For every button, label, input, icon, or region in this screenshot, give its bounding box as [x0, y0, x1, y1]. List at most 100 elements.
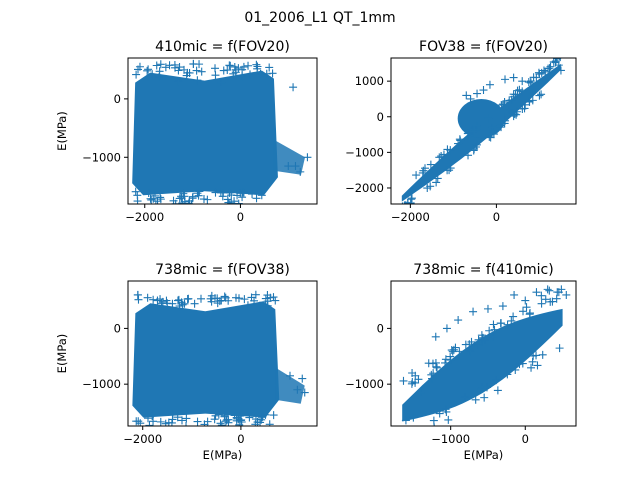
scatter-point: [439, 150, 448, 159]
scatter-point: [490, 325, 499, 334]
outlier-point: [175, 302, 184, 311]
x-axis-label: E(MPa): [464, 448, 504, 462]
scatter-point: [211, 64, 220, 73]
scatter-point: [147, 195, 156, 204]
scatter-point: [488, 333, 497, 342]
scatter-point: [156, 417, 165, 426]
scatter-point: [509, 92, 518, 101]
subplot-title: FOV38 = f(FOV20): [419, 39, 548, 55]
scatter-point: [404, 439, 412, 447]
scatter-point: [408, 369, 417, 378]
scatter-point: [406, 432, 414, 440]
scatter-point: [148, 411, 157, 420]
scatter-point: [193, 189, 202, 198]
scatter-point: [144, 65, 153, 74]
scatter-point: [219, 66, 228, 75]
subplot-title: 738mic = f(410mic): [413, 262, 553, 278]
scatter-point: [409, 426, 417, 434]
scatter-point: [220, 412, 229, 421]
outlier-point: [518, 77, 527, 86]
scatter-point: [432, 363, 441, 372]
scatter-point: [492, 376, 501, 385]
scatter-point: [269, 411, 278, 420]
scatter-point: [518, 359, 527, 368]
scatter-points: [132, 290, 309, 426]
scatter-point: [485, 326, 494, 335]
outlier-point: [135, 62, 144, 71]
scatter-point: [184, 199, 193, 204]
scatter-points: [401, 58, 565, 204]
scatter-point: [148, 70, 157, 79]
scatter-point: [211, 71, 220, 80]
scatter-point: [435, 153, 444, 162]
scatter-point: [461, 340, 470, 349]
subplot-title: 738mic = f(FOV38): [155, 262, 290, 278]
outlier-point: [291, 162, 300, 171]
scatter-point: [468, 125, 477, 134]
scatter-point: [253, 64, 262, 73]
scatter-point: [247, 293, 256, 302]
scatter-point: [464, 129, 473, 138]
point-cloud-tail: [275, 367, 305, 404]
scatter-point: [480, 393, 489, 402]
scatter-point: [515, 360, 524, 369]
scatter-point: [203, 195, 212, 204]
outlier-point: [488, 123, 497, 132]
outlier-point: [532, 288, 541, 297]
axes-frame: [127, 280, 318, 427]
y-axis-label: E(MPa): [55, 111, 69, 151]
outlier-point: [188, 194, 197, 203]
scatter-point: [477, 385, 486, 394]
scatter-point: [168, 415, 177, 424]
scatter-point: [426, 160, 435, 169]
scatter-point: [489, 320, 498, 329]
y-tick-label: 0: [377, 321, 384, 335]
y-tick-label: 1000: [355, 74, 384, 88]
scatter-point: [144, 414, 153, 423]
scatter-point: [182, 414, 191, 423]
scatter-point: [460, 393, 469, 402]
scatter-point: [407, 194, 416, 203]
scatter-point: [497, 123, 506, 132]
outlier-point: [428, 374, 437, 383]
scatter-points: [131, 59, 312, 204]
scatter-point: [537, 90, 546, 99]
scatter-point: [206, 294, 215, 303]
scatter-point: [227, 191, 236, 200]
scatter-point: [192, 66, 201, 75]
scatter-point: [132, 70, 141, 79]
scatter-point: [211, 188, 220, 197]
scatter-point: [180, 65, 189, 74]
x-axis-label: E(MPa): [203, 448, 243, 462]
axes-frame: [390, 280, 577, 427]
outlier-point: [454, 316, 463, 325]
axes-frame: [127, 57, 318, 205]
outlier-point: [526, 78, 535, 87]
scatter-point: [509, 112, 518, 121]
outlier-point: [544, 64, 553, 73]
scatter-point: [220, 292, 229, 301]
scatter-point: [408, 428, 416, 436]
scatter-point: [190, 299, 199, 308]
scatter-point: [466, 347, 475, 356]
scatter-point: [446, 356, 455, 365]
scatter-point: [225, 200, 234, 204]
scatter-point: [227, 198, 236, 204]
scatter-point: [487, 129, 496, 138]
scatter-point: [173, 413, 182, 422]
scatter-point: [497, 319, 506, 328]
scatter-point: [474, 335, 483, 344]
outlier-point: [498, 302, 507, 311]
outlier-point: [510, 290, 519, 299]
scatter-point: [528, 357, 537, 366]
scatter-point: [472, 121, 481, 130]
y-axis-label: E(MPa): [55, 334, 69, 374]
scatter-point: [161, 63, 170, 72]
point-cloud-dense: [132, 301, 280, 418]
scatter-point: [408, 434, 416, 442]
outlier-point: [153, 296, 162, 305]
scatter-point: [433, 423, 435, 426]
x-tick-label: 0: [237, 210, 244, 224]
scatter-point: [427, 370, 436, 379]
scatter-point: [144, 189, 153, 198]
